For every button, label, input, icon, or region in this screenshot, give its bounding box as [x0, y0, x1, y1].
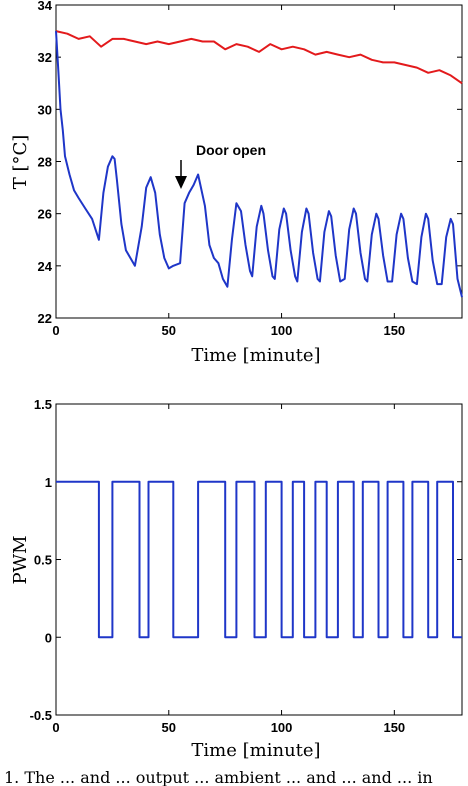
- pwm-x-tick-label: 0: [52, 720, 59, 735]
- temperature-x-tick-label: 50: [162, 323, 176, 338]
- pwm-x-tick-label: 100: [271, 720, 293, 735]
- pwm-x-axis-label: Time [minute]: [191, 740, 320, 761]
- temperature-series-line-2: [55, 31, 463, 298]
- pwm-y-tick-label: 0.5: [34, 553, 52, 568]
- temperature-y-tick-label: 26: [38, 207, 52, 222]
- temperature-y-tick-label: 34: [38, 0, 53, 13]
- pwm-x-tick-label: 150: [383, 720, 405, 735]
- pwm-series: [56, 480, 462, 639]
- temperature-axis-ticks: 0 50 100 150 22 24 26 28 30 32 34: [38, 0, 462, 338]
- pwm-y-tick-label: 0: [45, 630, 52, 645]
- door-open-annotation: Door open: [196, 142, 266, 158]
- temperature-y-tick-label: 28: [38, 155, 52, 170]
- temperature-y-tick-label: 32: [38, 50, 52, 65]
- pwm-y-tick-label: 1: [45, 475, 52, 490]
- pwm-plot-frame: [55, 403, 463, 716]
- temperature-y-axis-label: T [°C]: [10, 135, 31, 190]
- pwm-y-axis-label: PWM: [10, 535, 31, 584]
- pwm-series-line-1: [56, 480, 462, 639]
- pwm-axis-ticks: 0 50 100 150-0.500.511.5: [30, 397, 462, 735]
- temperature-y-tick-label: 24: [38, 259, 53, 274]
- pwm-y-tick-label: 1.5: [34, 397, 52, 412]
- temperature-x-tick-label: 150: [383, 323, 405, 338]
- door-open-arrow-head: [175, 176, 187, 189]
- temperature-y-tick-label: 22: [38, 311, 52, 326]
- temperature-x-tick-label: 100: [271, 323, 293, 338]
- temperature-series-line-1: [55, 30, 463, 85]
- figure-caption: 1. The ... and ... output ... ambient ..…: [4, 768, 433, 786]
- temperature-x-tick-label: 0: [52, 323, 59, 338]
- temperature-x-axis-label: Time [minute]: [191, 345, 320, 366]
- temperature-series: [55, 30, 463, 298]
- temperature-y-tick-label: 30: [38, 102, 52, 117]
- temperature-chart: 0 50 100 150 22 24 26 28 30 32 34 Door open Time […: [10, 0, 463, 366]
- pwm-x-tick-label: 50: [162, 720, 176, 735]
- pwm-y-tick-label: -0.5: [30, 708, 52, 723]
- pwm-chart: 0 50 100 150-0.500.511.5 Time [minute] PWM: [10, 397, 463, 761]
